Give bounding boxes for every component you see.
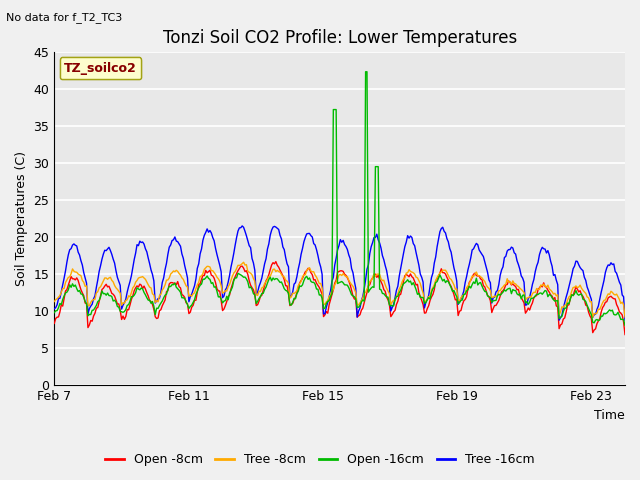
Text: No data for f_T2_TC3: No data for f_T2_TC3 [6,12,123,23]
Legend: Open -8cm, Tree -8cm, Open -16cm, Tree -16cm: Open -8cm, Tree -8cm, Open -16cm, Tree -… [100,448,540,471]
Title: Tonzi Soil CO2 Profile: Lower Temperatures: Tonzi Soil CO2 Profile: Lower Temperatur… [163,29,516,48]
Legend:  [60,57,141,79]
X-axis label: Time: Time [595,409,625,422]
Y-axis label: Soil Temperatures (C): Soil Temperatures (C) [15,151,28,286]
